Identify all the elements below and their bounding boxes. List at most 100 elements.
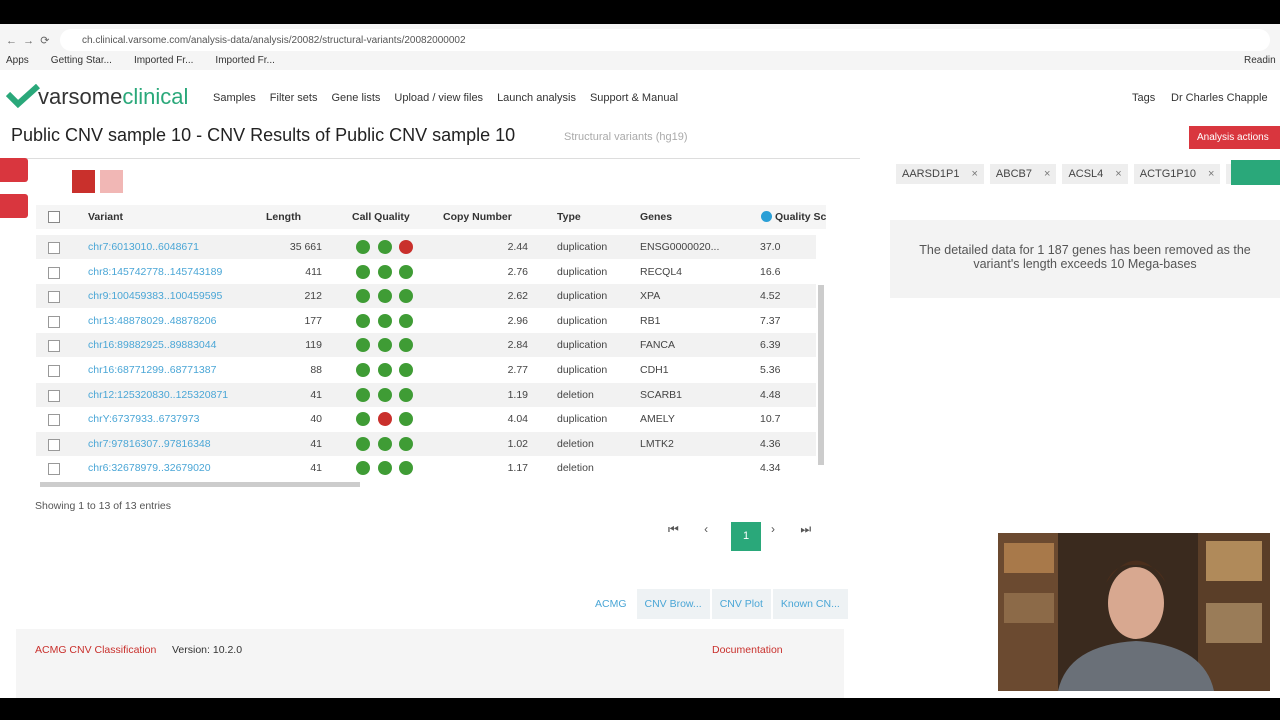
copy-number: 2.44 <box>507 241 528 253</box>
row-checkbox[interactable] <box>48 291 60 304</box>
row-checkbox[interactable] <box>48 266 60 279</box>
documentation-link[interactable]: Documentation <box>712 644 783 656</box>
tags-link[interactable]: Tags <box>1132 92 1156 104</box>
variant-link[interactable]: chrY:6737933..6737973 <box>88 413 200 426</box>
search-button[interactable] <box>1231 160 1280 185</box>
filter-button[interactable] <box>0 158 28 182</box>
type: deletion <box>557 462 594 475</box>
quality-score: 4.36 <box>760 437 781 450</box>
gene-tag-label: ACSL4 <box>1068 168 1104 180</box>
select-all[interactable] <box>48 211 60 223</box>
table-row[interactable]: chr7:97816307..97816348 41 1.02 deletion LMT… <box>36 431 816 456</box>
table-row[interactable]: chr16:89882925..89883044 119 2.84 duplicati… <box>36 333 816 358</box>
quality-score: 4.34 <box>760 462 781 475</box>
gene-tag-remove[interactable]: × <box>1044 168 1051 180</box>
gene-tag[interactable]: ACTG1P10 × <box>1133 164 1221 184</box>
pager-first-prev[interactable]: ⏮ ‹ <box>668 522 709 536</box>
user-menu[interactable]: Dr Charles Chapple <box>1171 92 1268 104</box>
variant-link[interactable]: chr7:97816307..97816348 <box>88 437 211 450</box>
quality-dot <box>356 289 370 304</box>
tab[interactable]: Known CN... <box>772 589 848 619</box>
bookmark[interactable]: Imported Fr... <box>133 55 194 66</box>
variant-link[interactable]: chr8:145742778..145743189 <box>88 265 223 278</box>
type: duplication <box>557 290 608 303</box>
gene-tag-remove[interactable]: × <box>971 168 978 180</box>
row-checkbox[interactable] <box>48 463 60 476</box>
gene-tag[interactable]: AARSD1P1 × <box>896 164 984 184</box>
tab[interactable]: ACMG <box>587 589 635 619</box>
row-checkbox[interactable] <box>48 389 60 402</box>
row-checkbox[interactable] <box>48 414 60 427</box>
gene-tag-remove[interactable]: × <box>1207 168 1215 180</box>
variant-link[interactable]: chr12:125320830..125320871 <box>88 388 229 401</box>
prev-variant[interactable] <box>72 170 95 193</box>
variant-link[interactable]: chr13:48878029..48878206 <box>88 314 217 327</box>
column-header[interactable]: Call Quality <box>352 211 410 223</box>
variant-link[interactable]: chr9:100459383..100459595 <box>88 290 223 303</box>
address-bar[interactable] <box>60 29 1270 51</box>
column-header[interactable]: Variant <box>88 211 124 223</box>
browser-nav-icons[interactable]: ← → ⟳ <box>6 35 50 47</box>
menu-item[interactable]: Support & Manual <box>589 92 679 104</box>
length: 41 <box>310 437 322 450</box>
table-row[interactable]: chr7:6013010..6048671 35 661 2.44 duplicati… <box>36 235 816 259</box>
bookmark[interactable]: Apps <box>6 55 29 66</box>
gene-tag[interactable]: ABCB7 × <box>989 164 1057 184</box>
quality-dot <box>356 436 370 451</box>
menu-item[interactable]: Filter sets <box>269 92 318 104</box>
row-checkbox[interactable] <box>48 365 60 377</box>
quality-score: 10.7 <box>760 413 781 426</box>
bookmark[interactable]: Getting Star... <box>50 55 112 66</box>
next-variant[interactable] <box>100 170 123 193</box>
length: 41 <box>310 388 322 401</box>
gene-tag-remove[interactable]: × <box>1115 168 1122 180</box>
bookmark[interactable]: Imported Fr... <box>215 55 275 66</box>
table-row[interactable]: chrY:6737933..6737973 40 4.04 duplication AM… <box>36 407 816 432</box>
table-row[interactable]: chr9:100459383..100459595 212 2.62 duplicat… <box>36 284 816 309</box>
variant-link[interactable]: chr16:68771299..68771387 <box>88 364 217 376</box>
menu-item[interactable]: Upload / view files <box>394 92 484 104</box>
column-header[interactable]: Genes <box>640 211 673 223</box>
length: 411 <box>305 265 322 278</box>
brand-1: varsome <box>38 84 123 109</box>
tab[interactable]: CNV Plot <box>711 589 771 619</box>
quality-dot <box>399 387 413 402</box>
variant-link[interactable]: chr16:89882925..89883044 <box>88 339 217 352</box>
gene-message: The detailed data for 1 187 genes has be… <box>919 243 1251 271</box>
menu-item[interactable]: Samples <box>213 92 256 104</box>
table-row[interactable]: chr6:32678979..32679020 41 1.17 deletion 4.3… <box>36 456 816 481</box>
quality-score: 16.6 <box>760 265 781 278</box>
variant-link[interactable]: chr6:32678979..32679020 <box>88 462 211 475</box>
menu-item[interactable]: Launch analysis <box>497 92 576 104</box>
column-header[interactable]: Copy Number <box>443 211 512 223</box>
column-header[interactable]: Type <box>557 211 581 223</box>
copy-number: 2.96 <box>507 314 528 327</box>
row-checkbox[interactable] <box>48 315 60 328</box>
variant-link[interactable]: chr7:6013010..6048671 <box>88 241 199 253</box>
row-checkbox[interactable] <box>48 340 60 353</box>
brand[interactable]: varsomeclinical <box>38 84 188 110</box>
quality-dot <box>377 313 392 328</box>
tab[interactable]: CNV Brow... <box>636 589 710 619</box>
length: 35 661 <box>289 241 322 253</box>
column-header[interactable]: Quality Sc <box>775 211 827 223</box>
pager-next-last[interactable]: › ⏭ <box>771 522 812 536</box>
gene-tag[interactable]: ACSL4 × <box>1062 164 1128 184</box>
menu-item[interactable]: Gene lists <box>331 92 381 104</box>
gene-tags: AARSD1P1×ABCB7×ACSL4×ACTG1P10×ACTR3P2× <box>896 164 1280 190</box>
length: 41 <box>310 462 322 475</box>
reading-list[interactable]: Readin <box>1244 55 1276 66</box>
quality-dot <box>356 363 370 377</box>
row-checkbox[interactable] <box>48 438 60 451</box>
table-row[interactable]: chr8:145742778..145743189 411 2.76 duplicat… <box>36 259 816 284</box>
column-header[interactable]: Length <box>266 211 301 223</box>
analysis-actions[interactable]: Analysis actions <box>1189 126 1280 149</box>
table-row[interactable]: chr13:48878029..48878206 177 2.96 duplicati… <box>36 308 816 333</box>
table-row[interactable]: chr12:125320830..125320871 41 1.19 deletion… <box>36 382 816 407</box>
page-button[interactable]: 1 <box>731 522 761 551</box>
download-button[interactable] <box>0 194 28 218</box>
type: duplication <box>557 339 608 352</box>
table-row[interactable]: chr16:68771299..68771387 88 2.77 duplicatio… <box>36 358 816 382</box>
row-checkbox[interactable] <box>48 242 60 254</box>
